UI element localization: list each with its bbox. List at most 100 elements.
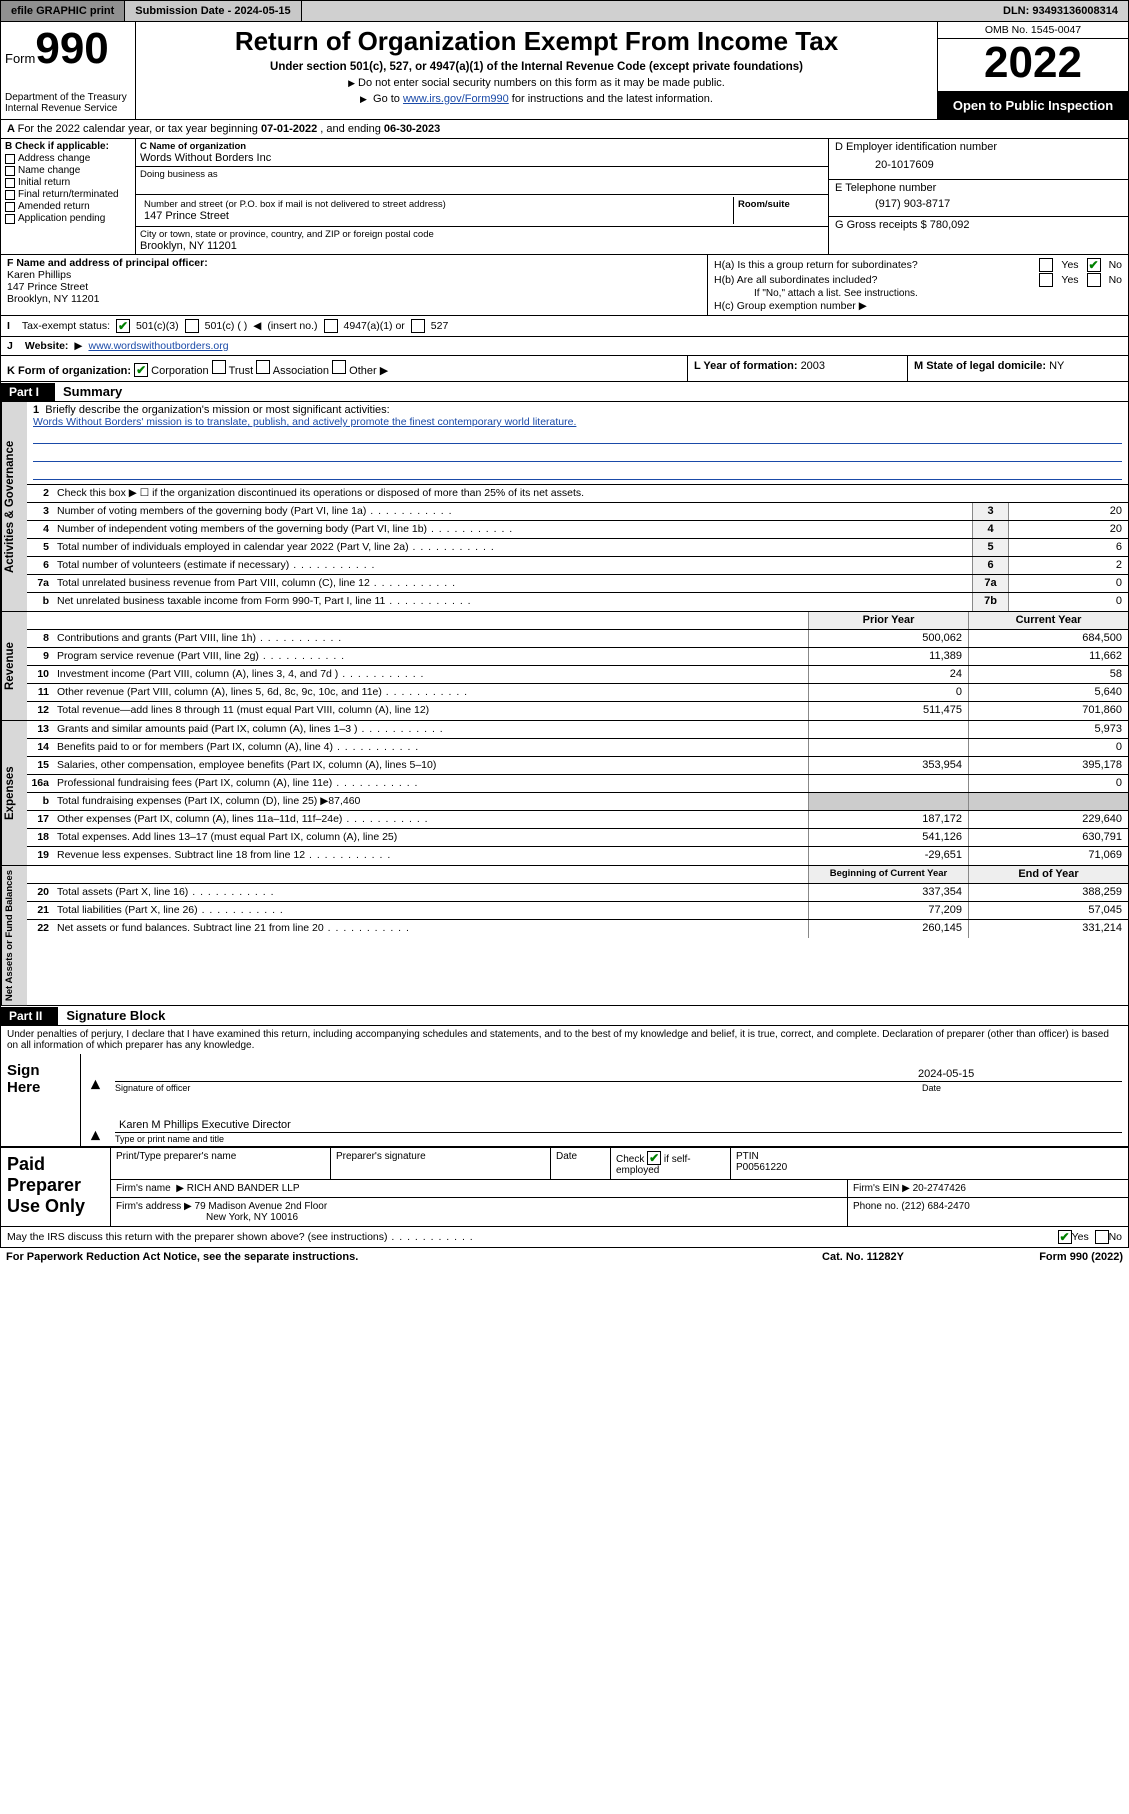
t: Total fundraising expenses (Part IX, col… — [53, 793, 808, 810]
prep-h2: Preparer's signature — [331, 1148, 551, 1179]
n: 17 — [27, 811, 53, 828]
checkbox-checked-icon[interactable]: ✔ — [647, 1151, 661, 1165]
header-right: OMB No. 1545-0047 2022 Open to Public In… — [938, 22, 1128, 119]
section-m: M State of legal domicile: NY — [908, 356, 1128, 381]
n: 19 — [27, 847, 53, 865]
net-row-22: 22Net assets or fund balances. Subtract … — [27, 920, 1128, 938]
k: 6 — [972, 557, 1008, 574]
governance-label: Activities & Governance — [1, 402, 27, 611]
efile-button[interactable]: efile GRAPHIC print — [1, 1, 125, 21]
gov-line2: 2Check this box ▶ ☐ if the organization … — [27, 485, 1128, 503]
f-lbl: F Name and address of principal officer: — [7, 257, 701, 269]
t: Total revenue—add lines 8 through 11 (mu… — [53, 702, 808, 720]
discuss-text: May the IRS discuss this return with the… — [7, 1231, 1058, 1243]
t: Other expenses (Part IX, column (A), lin… — [53, 811, 808, 828]
l-val: 2003 — [801, 360, 825, 372]
b-amended[interactable]: Amended return — [5, 201, 131, 212]
n: 22 — [27, 920, 53, 938]
section-c: C Name of organization Words Without Bor… — [136, 139, 828, 254]
checkbox-icon[interactable] — [185, 319, 199, 333]
checkbox-checked-icon[interactable]: ✔ — [116, 319, 130, 333]
gov-row-7a: 7aTotal unrelated business revenue from … — [27, 575, 1128, 593]
checkbox-icon[interactable] — [212, 360, 226, 374]
checkbox-icon[interactable] — [1039, 273, 1053, 287]
c-city-val: Brooklyn, NY 11201 — [140, 240, 824, 252]
officer-signature[interactable]: 2024-05-15 — [115, 1056, 1122, 1082]
t: Program service revenue (Part VIII, line… — [53, 648, 808, 665]
irs-link[interactable]: www.irs.gov/Form990 — [403, 93, 509, 105]
hb-no: No — [1109, 274, 1122, 286]
governance-block: Activities & Governance 1 Briefly descri… — [0, 402, 1129, 612]
checkbox-checked-icon[interactable]: ✔ — [1058, 1230, 1072, 1244]
checkbox-icon[interactable] — [1039, 258, 1053, 272]
b-final-return[interactable]: Final return/terminated — [5, 189, 131, 200]
p: 337,354 — [808, 884, 968, 901]
preparer-block: Paid Preparer Use Only Print/Type prepar… — [0, 1147, 1129, 1227]
checkbox-checked-icon[interactable]: ✔ — [134, 363, 148, 377]
v: 20 — [1008, 521, 1128, 538]
addr-lbl: Firm's address — [116, 1201, 181, 1212]
section-bcdeg: B Check if applicable: Address change Na… — [0, 139, 1129, 255]
checkbox-icon — [5, 202, 15, 212]
exp-row-14: 14Benefits paid to or for members (Part … — [27, 739, 1128, 757]
c-address-row: Number and street (or P.O. box if mail i… — [136, 195, 828, 227]
j-title: Website: — [25, 340, 69, 352]
checkbox-icon[interactable] — [324, 319, 338, 333]
e-val: (917) 903-8717 — [835, 194, 1122, 214]
b-initial-return[interactable]: Initial return — [5, 177, 131, 188]
hd-curr: Current Year — [968, 612, 1128, 629]
section-a-text: A For the 2022 calendar year, or tax yea… — [1, 120, 446, 138]
k-corp: Corporation — [151, 365, 208, 377]
gov-row-6: 6Total number of volunteers (estimate if… — [27, 557, 1128, 575]
ein-val: 20-2747426 — [913, 1183, 966, 1194]
netassets-label: Net Assets or Fund Balances — [1, 866, 27, 1005]
checkbox-icon[interactable] — [256, 360, 270, 374]
c: 71,069 — [968, 847, 1128, 865]
k: 3 — [972, 503, 1008, 520]
e-lbl: E Telephone number — [835, 182, 1122, 194]
checkbox-icon[interactable] — [1095, 1230, 1109, 1244]
arrow-icon: ▼ — [87, 1056, 105, 1093]
ptin-val: P00561220 — [736, 1162, 1123, 1173]
i-501c: 501(c) ( ) — [205, 320, 248, 332]
top-bar: efile GRAPHIC print Submission Date - 20… — [0, 0, 1129, 22]
sig-date: 2024-05-15 — [918, 1068, 1118, 1080]
sig-lbl: Signature of officer — [115, 1083, 922, 1093]
form-header: Form990 Department of the Treasury Inter… — [0, 22, 1129, 120]
prep-self-emp: Check ✔ if self-employed — [611, 1148, 731, 1179]
c-city: City or town, state or province, country… — [136, 227, 828, 254]
exp-row-18: 18Total expenses. Add lines 13–17 (must … — [27, 829, 1128, 847]
discuss-no: No — [1109, 1231, 1122, 1243]
rev-header: Prior YearCurrent Year — [27, 612, 1128, 630]
p — [808, 775, 968, 792]
b-app-pending[interactable]: Application pending — [5, 213, 131, 224]
f-addr2: Brooklyn, NY 11201 — [7, 293, 701, 305]
b-name-change[interactable]: Name change — [5, 165, 131, 176]
i-lbl: I — [7, 320, 10, 332]
k-assoc: Association — [273, 365, 329, 377]
n: 20 — [27, 884, 53, 901]
h-c: H(c) Group exemption number ▶ — [714, 300, 1122, 312]
c-room-lbl: Room/suite — [734, 197, 824, 224]
form-note1: Do not enter social security numbers on … — [142, 77, 931, 89]
sa-end: 06-30-2023 — [384, 123, 440, 135]
discuss-yes: Yes — [1072, 1231, 1089, 1243]
b-address-change[interactable]: Address change — [5, 153, 131, 164]
checkbox-checked-icon[interactable]: ✔ — [1087, 258, 1101, 272]
prep-row-2: Firm's name ▶ RICH AND BANDER LLP Firm's… — [111, 1180, 1128, 1198]
t: Total unrelated business revenue from Pa… — [53, 575, 972, 592]
n: 9 — [27, 648, 53, 665]
checkbox-icon[interactable] — [411, 319, 425, 333]
t: Professional fundraising fees (Part IX, … — [53, 775, 808, 792]
checkbox-icon[interactable] — [332, 360, 346, 374]
k: 7a — [972, 575, 1008, 592]
expenses-block: Expenses 13Grants and similar amounts pa… — [0, 721, 1129, 866]
submission-date-value: 2024-05-15 — [234, 5, 290, 17]
checkbox-icon[interactable] — [1087, 273, 1101, 287]
omb-number: OMB No. 1545-0047 — [938, 22, 1128, 39]
website-link[interactable]: www.wordswithoutborders.org — [89, 340, 229, 352]
c: 5,973 — [968, 721, 1128, 738]
firm-ein: Firm's EIN ▶ 20-2747426 — [848, 1180, 1128, 1197]
checkbox-icon — [5, 190, 15, 200]
p: 541,126 — [808, 829, 968, 846]
